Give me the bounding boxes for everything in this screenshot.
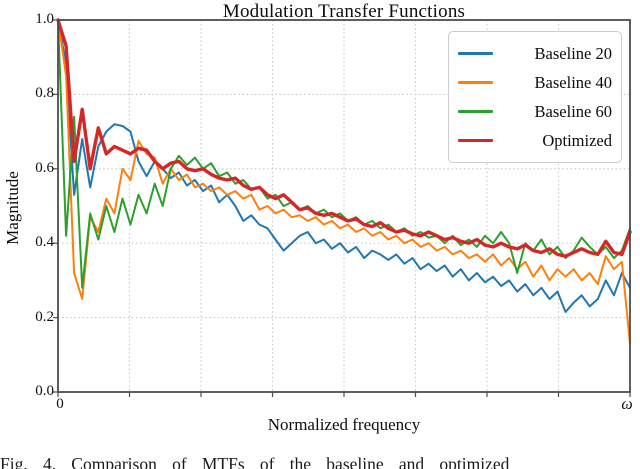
plot-canvas [53,18,632,397]
y-tick-1.0: 1.0 [35,11,54,27]
legend-entry-optimized: Optimized [458,126,612,155]
legend-label: Baseline 60 [534,101,612,121]
legend: Baseline 20 Baseline 40 Baseline 60 Opti… [448,31,622,163]
legend-label: Baseline 20 [534,43,612,63]
y-tick-0.0: 0.0 [35,383,54,399]
y-axis-label: Magnitude [3,171,22,245]
legend-label: Baseline 40 [534,72,612,92]
x-tick-zero: 0 [56,396,64,412]
y-tick-0.8: 0.8 [35,85,54,102]
figure-caption: Fig. 4. Comparison of MTFs of the baseli… [0,454,510,469]
series-line-baseline-60 [57,19,631,289]
legend-line-swatch-blue [458,52,493,55]
x-tick-omega: ω [621,396,633,413]
series-line-optimized [56,18,632,258]
legend-label: Optimized [542,130,612,150]
legend-line-swatch-green [458,110,493,113]
series-line-baseline-20 [57,19,631,313]
x-axis-label: Normalized frequency [267,415,421,434]
y-tick-0.2: 0.2 [35,308,54,325]
chart-title: Modulation Transfer Functions [222,1,466,22]
legend-entry-baseline-60: Baseline 60 [458,97,612,126]
plot-border [57,19,631,393]
y-tick-0.4: 0.4 [35,234,54,251]
legend-entry-baseline-20: Baseline 20 [458,39,612,68]
legend-entry-baseline-40: Baseline 40 [458,68,612,97]
legend-line-swatch-red [458,138,493,143]
legend-line-swatch-orange [458,81,493,84]
y-tick-0.6: 0.6 [35,159,54,176]
